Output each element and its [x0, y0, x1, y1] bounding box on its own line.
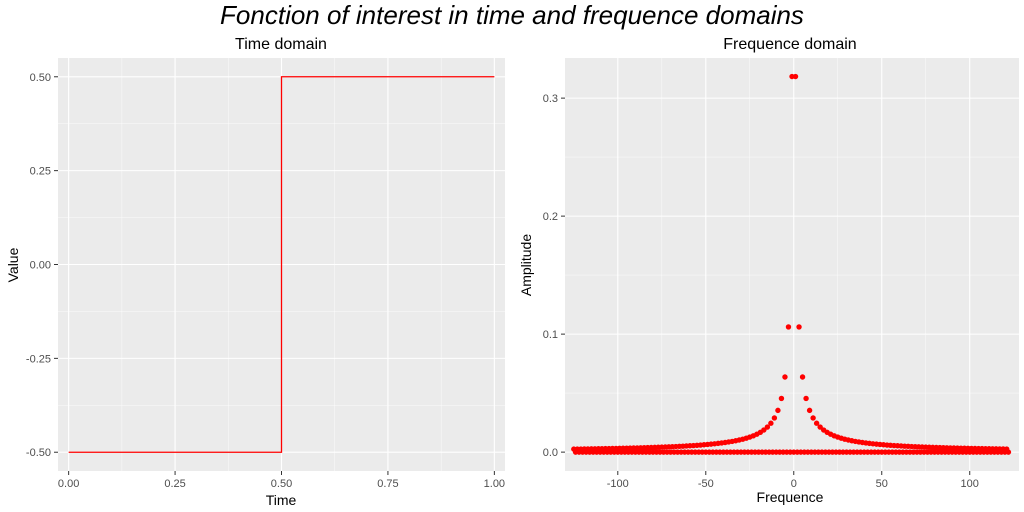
- frequence-domain-data-point: [782, 374, 788, 380]
- frequence-domain-data-point: [806, 407, 813, 414]
- frequence-domain-data-point: [813, 420, 820, 426]
- time-domain-x-tick-label: 0.00: [58, 478, 79, 490]
- time-domain-x-tick-label: 0.50: [271, 478, 292, 490]
- time-domain-panel: Time domain 0.00 0.25 0.50 0.75 1.00 -0.50 -0.…: [5, 36, 505, 508]
- frequence-domain-panel: Frequence domain -100 -50 0 50 100 0.0 0.1 0.2 0…: [518, 36, 1019, 505]
- figure-title: Fonction of interest in time and frequen…: [220, 0, 804, 30]
- frequence-domain-data-point: [771, 415, 778, 421]
- time-domain-y-axis-title: Value: [5, 247, 21, 282]
- time-domain-y-tick-label: 0.00: [30, 260, 51, 272]
- time-domain-ticks: 0.00 0.25 0.50 0.75 1.00 -0.50 -0.25 0.00 0.25 0.…: [26, 72, 505, 490]
- frequence-domain-data-point: [792, 73, 799, 80]
- time-domain-x-axis-title: Time: [266, 492, 297, 508]
- frequence-domain-x-tick-label: 50: [876, 478, 888, 490]
- frequence-domain-title: Frequence domain: [723, 36, 856, 53]
- frequence-domain-data-point: [775, 407, 781, 414]
- time-domain-series-line: [68, 76, 495, 453]
- frequence-domain-ticks: -100 -50 0 50 100 0.0 0.1 0.2 0.3: [543, 93, 979, 490]
- frequence-domain-data-point: [1005, 449, 1012, 455]
- frequence-domain-x-tick-label: 0: [791, 478, 797, 490]
- frequence-domain-x-tick-label: 100: [961, 478, 979, 490]
- frequence-domain-data-point: [796, 324, 802, 330]
- frequence-domain-data-point: [803, 395, 809, 402]
- time-domain-y-tick-label: 0.50: [30, 72, 51, 84]
- frequence-domain-y-tick-label: 0.2: [543, 211, 558, 223]
- time-domain-x-tick-label: 0.75: [377, 478, 398, 490]
- frequence-domain-y-tick-label: 0.0: [543, 447, 558, 459]
- frequence-domain-x-tick-label: -100: [607, 478, 629, 490]
- time-domain-y-tick-label: -0.50: [26, 447, 51, 459]
- time-domain-x-tick-label: 1.00: [484, 478, 505, 490]
- time-domain-y-tick-label: 0.25: [30, 166, 51, 178]
- frequence-domain-x-tick-label: -50: [698, 478, 714, 490]
- time-domain-marks: [68, 76, 495, 453]
- frequence-domain-data-point: [764, 424, 771, 430]
- time-domain-x-tick-label: 0.25: [164, 478, 185, 490]
- frequence-domain-y-tick-label: 0.1: [543, 329, 558, 341]
- frequence-domain-data-point: [785, 324, 792, 330]
- frequence-domain-data-point: [810, 415, 816, 421]
- frequence-domain-data-point: [799, 374, 806, 380]
- frequence-domain-x-axis-title: Frequence: [757, 489, 824, 505]
- time-domain-y-tick-label: -0.25: [26, 353, 51, 365]
- frequence-domain-y-tick-label: 0.3: [543, 93, 558, 105]
- frequence-domain-data-point: [778, 395, 785, 402]
- frequence-domain-plot-area: [565, 58, 1019, 471]
- frequence-domain-data-point: [768, 420, 774, 426]
- time-domain-title: Time domain: [235, 36, 327, 53]
- frequence-domain-y-axis-title: Amplitude: [518, 234, 534, 296]
- frequence-domain-marks: [571, 73, 1012, 455]
